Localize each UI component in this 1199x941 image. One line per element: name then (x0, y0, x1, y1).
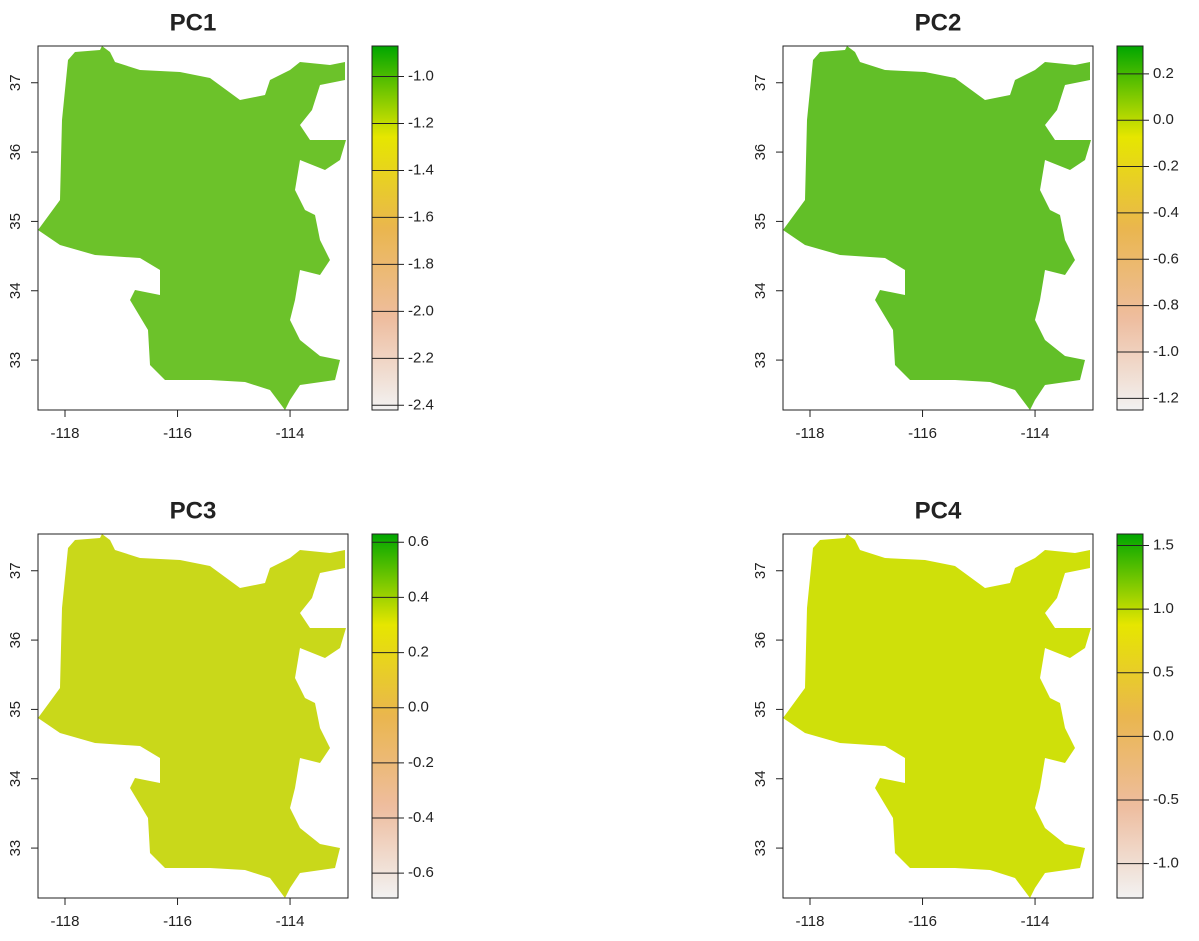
panel: PC4 -118 -116 -114 33 34 35 36 37 1.5 1.0 0.5 0.0 -0.… (752, 497, 1179, 930)
y-tick-label: 36 (752, 144, 769, 161)
x-tick-label: -116 (163, 913, 192, 930)
y-tick-label: 33 (7, 840, 24, 857)
region (38, 46, 346, 410)
y-tick-label: 37 (7, 74, 24, 91)
color-tick-label: -0.2 (1153, 158, 1179, 175)
color-tick-label: -1.2 (408, 114, 434, 131)
color-tick-label: 0.2 (408, 644, 429, 661)
color-tick-label: -0.4 (1153, 204, 1179, 221)
color-bar (371, 45, 399, 411)
color-tick-label: -0.2 (408, 754, 434, 771)
y-tick-label: 35 (752, 213, 769, 230)
x-tick-label: -114 (276, 425, 305, 442)
color-tick-label: 0.4 (408, 588, 429, 605)
panel: PC3 -118 -116 -114 33 34 35 36 37 0.6 0.4 0.2 0.0 -0.… (7, 497, 434, 930)
y-tick-label: 34 (752, 770, 769, 787)
y-tick-label: 33 (7, 352, 24, 369)
color-tick-label: -1.2 (1153, 389, 1179, 406)
panel-title: PC2 (915, 9, 962, 36)
color-tick-label: -0.4 (408, 809, 434, 826)
color-tick-label: 0.0 (1153, 111, 1174, 128)
color-tick-label: -1.4 (408, 161, 434, 178)
region (783, 46, 1091, 410)
color-tick-label: -1.8 (408, 255, 434, 272)
color-tick-label: -0.6 (408, 864, 434, 881)
color-tick-label: 0.2 (1153, 65, 1174, 82)
color-tick-label: 0.0 (408, 699, 429, 716)
color-tick-label: 0.6 (408, 533, 429, 550)
x-tick-label: -118 (796, 913, 825, 930)
y-tick-label: 34 (7, 282, 24, 299)
panel-title: PC3 (170, 497, 217, 524)
panel-title: PC1 (170, 9, 217, 36)
panel-title: PC4 (915, 497, 962, 524)
color-tick-label: 1.5 (1153, 536, 1174, 553)
y-tick-label: 37 (7, 562, 24, 579)
x-tick-label: -114 (1021, 913, 1050, 930)
y-tick-label: 35 (752, 701, 769, 718)
plot-box (37, 533, 349, 899)
color-tick-label: -2.0 (408, 302, 434, 319)
y-tick-label: 35 (7, 701, 24, 718)
color-tick-label: -0.8 (1153, 297, 1179, 314)
color-tick-label: 1.0 (1153, 600, 1174, 617)
region (38, 534, 346, 898)
region (783, 534, 1091, 898)
color-tick-label: -2.4 (408, 396, 434, 413)
color-tick-label: -2.2 (408, 349, 434, 366)
color-tick-label: -1.0 (1153, 343, 1179, 360)
x-tick-label: -118 (51, 425, 80, 442)
color-tick-label: -0.5 (1153, 791, 1179, 808)
color-tick-label: -0.6 (1153, 250, 1179, 267)
panel: PC1 -118 -116 -114 33 34 35 36 37 -1.0 -1.2 -1.4 -1.… (7, 9, 434, 442)
x-tick-label: -118 (796, 425, 825, 442)
plot-box (782, 533, 1094, 899)
panel: PC2 -118 -116 -114 33 34 35 36 37 0.2 0.0 -0.2 -0.4 -… (752, 9, 1179, 442)
y-tick-label: 33 (752, 352, 769, 369)
color-bar (371, 533, 399, 899)
plot-box (782, 45, 1094, 411)
color-bar (1116, 533, 1144, 899)
y-tick-label: 36 (752, 632, 769, 649)
x-tick-label: -116 (908, 913, 937, 930)
y-tick-label: 35 (7, 213, 24, 230)
x-tick-label: -116 (908, 425, 937, 442)
y-tick-label: 34 (7, 770, 24, 787)
y-tick-label: 34 (752, 282, 769, 299)
color-tick-label: -1.6 (408, 208, 434, 225)
color-bar (1116, 45, 1144, 411)
plot-box (37, 45, 349, 411)
y-tick-label: 37 (752, 74, 769, 91)
color-tick-label: -1.0 (1153, 855, 1179, 872)
color-tick-label: 0.0 (1153, 727, 1174, 744)
x-tick-label: -116 (163, 425, 192, 442)
y-tick-label: 33 (752, 840, 769, 857)
color-tick-label: 0.5 (1153, 664, 1174, 681)
x-tick-label: -114 (1021, 425, 1050, 442)
x-tick-label: -114 (276, 913, 305, 930)
y-tick-label: 36 (7, 632, 24, 649)
color-tick-label: -1.0 (408, 67, 434, 84)
y-tick-label: 36 (7, 144, 24, 161)
y-tick-label: 37 (752, 562, 769, 579)
x-tick-label: -118 (51, 913, 80, 930)
